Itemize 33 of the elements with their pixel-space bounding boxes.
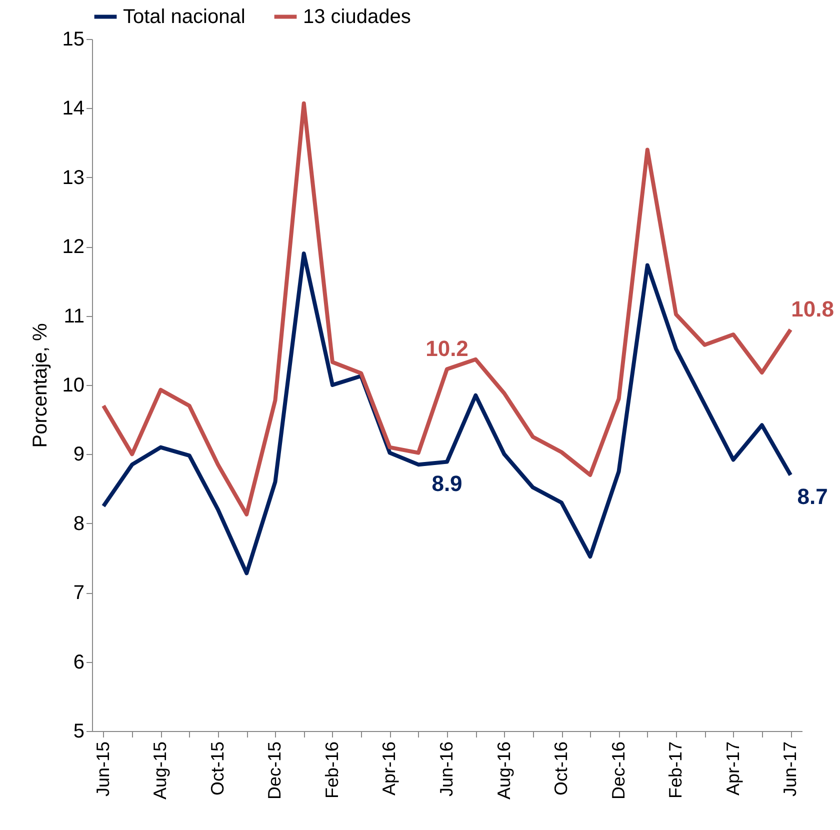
data-label: 8.7 xyxy=(797,484,828,509)
x-tick-label: Oct-15 xyxy=(207,742,228,796)
y-axis-title: Porcentaje, % xyxy=(29,323,52,448)
legend-label: 13 ciudades xyxy=(303,6,411,28)
x-tick-label: Feb-17 xyxy=(666,742,686,799)
y-tick-label: 8 xyxy=(73,512,84,535)
x-tick-label: Apr-17 xyxy=(722,742,743,796)
legend-label: Total nacional xyxy=(123,6,246,28)
x-tick-label: Dec-16 xyxy=(608,742,628,800)
y-tick-label: 10 xyxy=(62,374,84,396)
x-tick-label: Dec-15 xyxy=(264,742,285,800)
y-tick-label: 14 xyxy=(62,98,84,120)
data-label: 8.9 xyxy=(432,470,462,496)
y-tick-label: 5 xyxy=(73,720,84,742)
x-tick-label: Aug-15 xyxy=(150,742,170,800)
y-tick-label: 12 xyxy=(62,236,84,258)
x-tick-label: Feb-16 xyxy=(322,742,342,799)
line-series xyxy=(101,252,793,576)
y-tick-label: 7 xyxy=(73,582,84,604)
y-tick-label: 13 xyxy=(62,166,84,189)
y-tick-label: 15 xyxy=(62,28,84,50)
y-tick-label: 9 xyxy=(73,444,84,466)
line-series xyxy=(101,101,793,516)
x-tick-label: Jun-15 xyxy=(92,742,113,797)
x-tick-label: Jun-17 xyxy=(780,742,800,797)
data-label: 10.8 xyxy=(791,296,834,322)
data-label: 10.2 xyxy=(426,336,468,362)
x-tick-label: Aug-16 xyxy=(494,742,514,800)
x-tick-label: Oct-16 xyxy=(551,742,572,796)
y-tick-label: 6 xyxy=(73,651,84,674)
x-tick-label: Jun-16 xyxy=(436,742,456,797)
y-tick-label: 11 xyxy=(64,305,84,328)
x-tick-label: Apr-16 xyxy=(379,742,400,796)
